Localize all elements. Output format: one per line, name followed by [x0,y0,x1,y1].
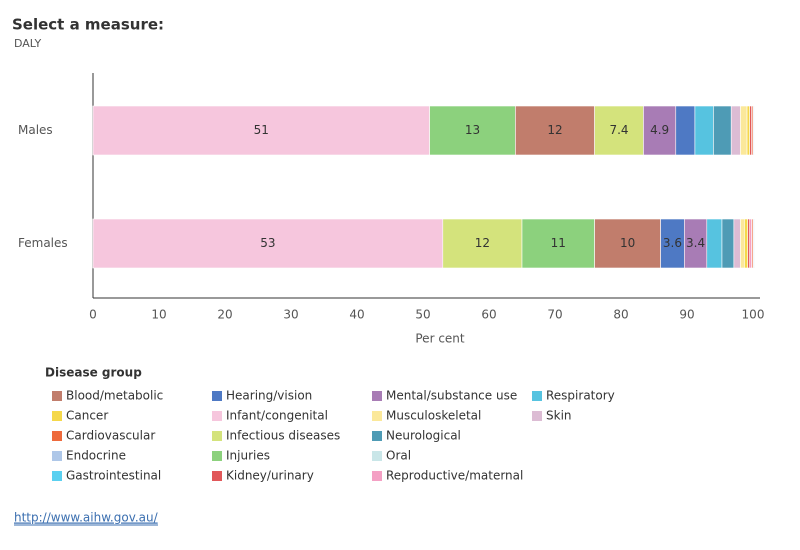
legend-swatch [212,431,222,441]
legend-swatch [52,391,62,401]
bar-segment [92,105,430,156]
legend-swatch [372,471,382,481]
legend-swatch [52,471,62,481]
legend-swatch [52,411,62,421]
bar-segment [521,218,595,269]
legend-label: Kidney/urinary [226,469,314,483]
value-label: 3.6 [663,236,682,250]
legend-label: Musculoskeletal [386,409,481,423]
legend-swatch [212,471,222,481]
y-tick-label: Males [18,123,53,137]
bar-segment [675,105,696,156]
bar-segment [740,218,745,269]
bar-segment [754,218,756,269]
bar-segment [713,105,732,156]
legend-label: Gastrointestinal [66,469,161,483]
value-label: 11 [551,236,566,250]
legend-swatch [372,391,382,401]
legend-label: Skin [546,409,572,423]
bar-segment [733,218,741,269]
legend-swatch [372,431,382,441]
legend-label: Endocrine [66,449,126,463]
value-label: 10 [620,236,635,250]
bar-segment [740,105,748,156]
legend-swatch [532,411,542,421]
y-tick-label: Females [18,236,68,250]
value-label: 3.4 [686,236,705,250]
x-tick-label: 70 [547,308,562,322]
value-label: 4.9 [650,123,669,137]
x-tick-label: 0 [89,308,97,322]
legend-swatch [372,451,382,461]
bar-segment [643,105,677,156]
bar-segment [442,218,523,269]
legend-label: Respiratory [546,389,615,403]
legend-label: Hearing/vision [226,389,312,403]
bar-segment [746,105,750,156]
value-label: 53 [260,236,275,250]
x-tick-label: 20 [217,308,232,322]
legend-label: Blood/metabolic [66,389,163,403]
legend-swatch [212,411,222,421]
legend-label: Oral [386,449,411,463]
x-axis-title: Per cent [415,332,465,346]
legend-swatch [52,431,62,441]
bar-segment [429,105,516,156]
value-label: 51 [254,123,269,137]
legend-label: Infant/congenital [226,409,328,423]
legend-label: Infectious diseases [226,429,340,443]
x-tick-label: 80 [613,308,628,322]
legend-label: Cancer [66,409,108,423]
value-label: 12 [547,123,562,137]
legend-swatch [372,411,382,421]
bar-segment [721,218,735,269]
legend-swatch [212,451,222,461]
x-tick-label: 60 [481,308,496,322]
bar-segment [594,105,644,156]
legend-label: Injuries [226,449,270,463]
value-label: 13 [465,123,480,137]
x-tick-label: 50 [415,308,430,322]
x-tick-label: 40 [349,308,364,322]
bar-segment [730,105,741,156]
bar-segment [706,218,723,269]
x-tick-label: 90 [679,308,694,322]
footer-link[interactable]: http://www.aihw.gov.au/ [14,511,159,525]
bar-segment [694,105,714,156]
x-tick-label: 100 [742,308,765,322]
value-label: 12 [475,236,490,250]
measure-value: DALY [14,37,41,50]
legend-label: Cardiovascular [66,429,155,443]
legend-title: Disease group [45,366,142,380]
legend-swatch [212,391,222,401]
bar-segment [92,218,444,269]
legend-swatch [532,391,542,401]
value-label: 7.4 [609,123,628,137]
legend-label: Neurological [386,429,461,443]
bar-segment [515,105,595,156]
legend-label: Reproductive/maternal [386,469,523,483]
page-title: Select a measure: [12,16,164,34]
x-tick-label: 30 [283,308,298,322]
legend-label: Mental/substance use [386,389,517,403]
x-tick-label: 10 [151,308,166,322]
legend-swatch [52,451,62,461]
bar-segment [594,218,661,269]
bar-segment [744,218,749,269]
